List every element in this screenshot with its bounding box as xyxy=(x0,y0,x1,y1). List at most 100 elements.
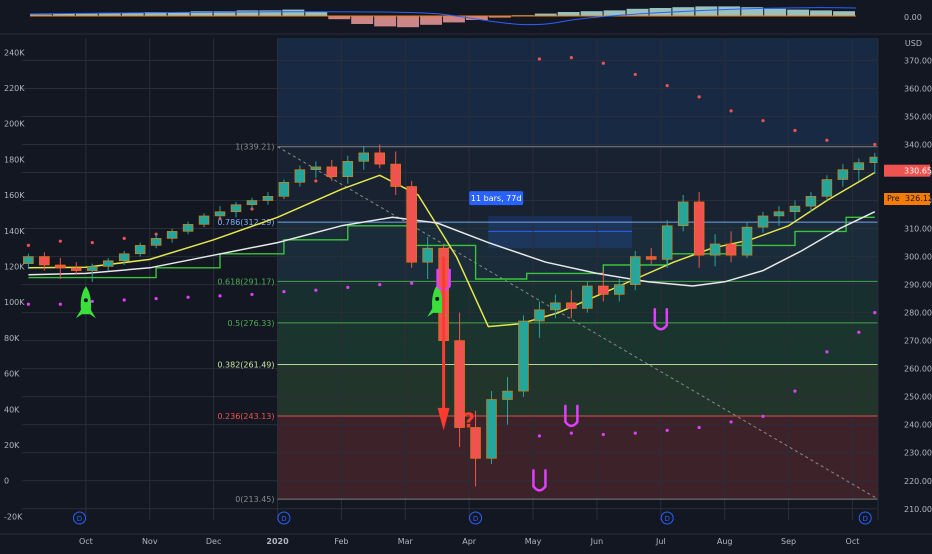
sar-dot xyxy=(537,57,542,61)
right-tick-label: 250.00 xyxy=(904,393,932,402)
x-tick-label: Oct xyxy=(846,537,860,546)
top-histogram-bar xyxy=(259,10,282,16)
measure-box xyxy=(488,215,633,249)
x-tick-label: Jun xyxy=(590,537,604,546)
x-tick-label: Feb xyxy=(334,537,348,546)
measure-label: 11 bars, 77d xyxy=(471,194,522,203)
dividend-marker xyxy=(858,511,872,525)
left-tick-label: 160K xyxy=(4,191,25,200)
top-histogram-bar xyxy=(75,13,98,16)
sar-dot xyxy=(26,243,30,247)
sar-dot xyxy=(729,109,733,113)
fib-label: 0.5(276.33) xyxy=(228,319,275,328)
left-tick-label: -20K xyxy=(4,512,23,521)
candle-body xyxy=(645,256,657,260)
top-histogram-bar xyxy=(741,7,764,16)
candle-body xyxy=(278,182,290,197)
moving-average-slow xyxy=(28,211,876,287)
fib-band xyxy=(277,222,878,282)
sar-dot xyxy=(825,350,829,354)
candle-body xyxy=(23,256,34,264)
candle-body xyxy=(518,320,529,392)
top-zero-label: 0.00 xyxy=(904,13,922,22)
fib-band xyxy=(277,415,878,500)
sar-dot xyxy=(314,288,318,292)
sar-dot xyxy=(282,290,286,294)
top-histogram-bar xyxy=(810,10,832,16)
candle-body xyxy=(358,152,370,162)
top-histogram-bar xyxy=(305,12,328,16)
top-histogram-bar xyxy=(764,8,787,16)
dividend-marker xyxy=(72,511,86,525)
dividend-marker-label: D xyxy=(473,515,478,523)
candle-body xyxy=(454,340,465,428)
candle-body xyxy=(614,284,625,295)
left-tick-label: 20K xyxy=(4,441,20,450)
left-tick-label: 0 xyxy=(4,477,9,486)
candle-body xyxy=(725,243,737,256)
top-histogram-bar xyxy=(328,16,351,20)
sar-dot xyxy=(761,119,765,123)
cup-annotation xyxy=(564,404,579,428)
x-tick-label: May xyxy=(525,537,542,546)
sar-dot xyxy=(601,432,605,437)
candle-body xyxy=(150,238,162,246)
sar-dot xyxy=(569,56,573,60)
right-tick-label: 240.00 xyxy=(904,421,932,430)
candle-body xyxy=(262,196,274,201)
candle-body xyxy=(294,169,306,183)
candle-body xyxy=(534,309,545,322)
candle-body xyxy=(246,200,258,206)
left-tick-label: 80K xyxy=(4,334,20,343)
pre-label: Pre xyxy=(887,194,900,203)
candle-body xyxy=(374,152,385,165)
cup-annotation xyxy=(532,469,547,492)
sar-dot xyxy=(26,302,30,306)
dividend-marker xyxy=(660,511,674,525)
sar-dot xyxy=(378,283,382,287)
candle-body xyxy=(230,204,242,213)
pre-price-label: 326.12 xyxy=(905,194,932,203)
sar-dot xyxy=(825,138,829,142)
candle-body xyxy=(390,163,401,187)
cup-annotation xyxy=(653,307,669,331)
left-tick-label: 120K xyxy=(4,263,25,272)
dividend-marker-label: D xyxy=(281,515,286,523)
candle-body xyxy=(198,215,210,225)
right-tick-label: 310.00 xyxy=(904,225,932,234)
candle-body xyxy=(789,205,801,213)
fib-band xyxy=(277,322,878,365)
candle-body xyxy=(470,427,481,459)
dividend-marker-label: D xyxy=(863,515,868,523)
pre-market-price-badge: Pre 326.12 xyxy=(884,193,932,205)
fib-label: 0(213.45) xyxy=(235,495,274,504)
candle-body xyxy=(486,399,497,459)
step-line xyxy=(28,216,875,280)
sar-dot xyxy=(346,285,350,290)
x-tick-label: 2020 xyxy=(266,537,289,546)
candle-body xyxy=(693,201,705,256)
top-histogram-bar xyxy=(213,11,236,16)
right-tick-label: 340.00 xyxy=(904,140,932,149)
candle-body xyxy=(342,161,354,178)
left-tick-label: 100K xyxy=(4,298,25,307)
top-histogram-bar xyxy=(30,14,52,16)
sar-dot xyxy=(537,434,542,438)
candle-body xyxy=(598,285,609,295)
top-histogram-bar xyxy=(121,12,144,16)
right-tick-label: 230.00 xyxy=(904,449,932,458)
right-axis-unit: USD xyxy=(905,39,922,48)
top-histogram-bar xyxy=(190,11,213,16)
candle-body xyxy=(837,169,849,180)
top-histogram-bar xyxy=(626,8,649,16)
range-shade xyxy=(277,38,878,147)
last-price-badge xyxy=(884,164,930,177)
right-tick-label: 290.00 xyxy=(904,281,932,290)
top-histogram-bar xyxy=(649,8,672,16)
top-histogram-bar xyxy=(488,16,511,18)
right-tick-label: 370.00 xyxy=(904,56,932,65)
left-tick-label: 40K xyxy=(4,405,20,414)
candle-body xyxy=(166,231,178,239)
right-tick-label: 210.00 xyxy=(904,505,932,514)
